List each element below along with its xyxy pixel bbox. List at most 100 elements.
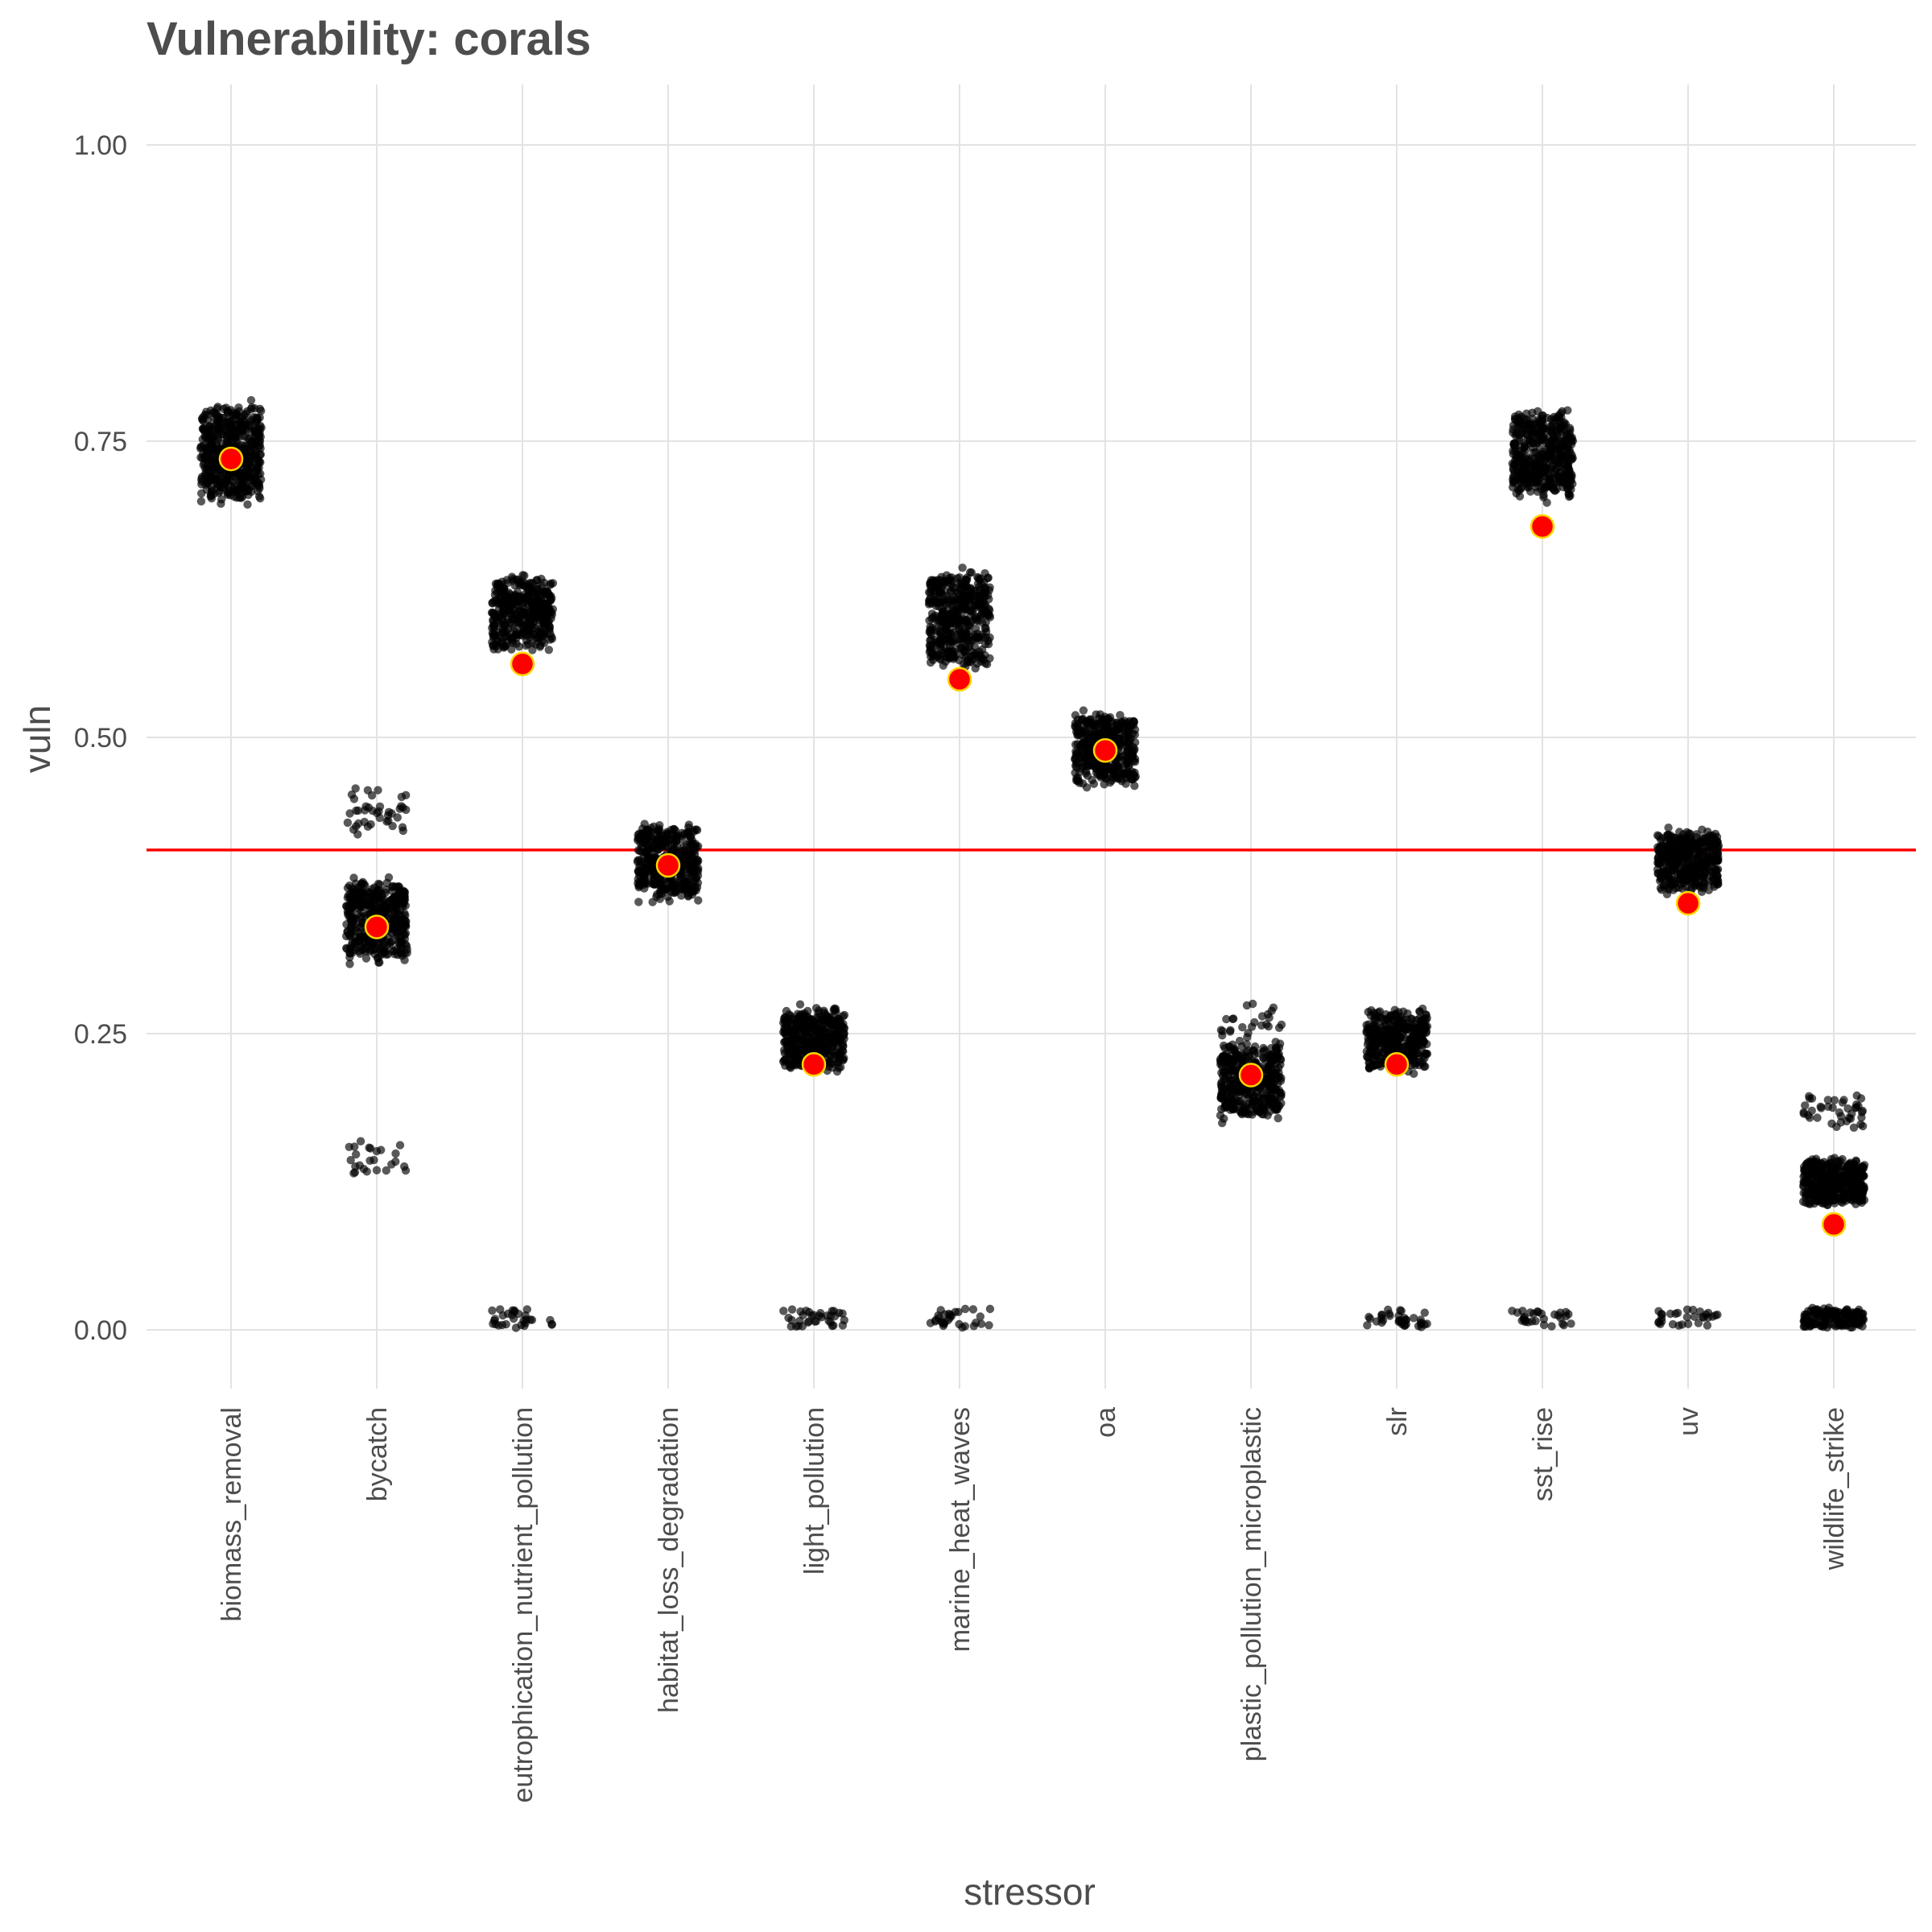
jitter-point (371, 890, 380, 898)
jitter-point (215, 423, 225, 432)
jitter-point (1559, 454, 1569, 463)
jitter-point (1410, 1314, 1418, 1323)
jitter-point (509, 613, 518, 622)
jitter-point (1542, 451, 1551, 460)
jitter-point (391, 1149, 400, 1158)
jitter-point (650, 839, 660, 848)
jitter-point (1111, 733, 1120, 742)
jitter-point (669, 824, 679, 834)
jitter-point (1422, 1050, 1432, 1059)
jitter-point (1113, 718, 1121, 727)
jitter-point (1120, 731, 1129, 740)
jitter-point (233, 485, 243, 494)
jitter-point (354, 904, 363, 913)
jitter-point (1238, 1022, 1247, 1032)
jitter-point (1368, 1060, 1377, 1070)
jitter-point (1370, 1016, 1380, 1025)
jitter-point (398, 886, 408, 895)
jitter-point (962, 589, 972, 598)
jitter-point (1410, 1069, 1418, 1079)
jitter-point (1694, 881, 1703, 890)
jitter-point (529, 630, 539, 639)
jitter-point (830, 1311, 840, 1321)
jitter-point (1689, 852, 1698, 861)
jitter-point (1392, 1026, 1401, 1035)
jitter-point (349, 825, 358, 834)
jitter-point (1116, 774, 1125, 783)
jitter-point (1076, 727, 1086, 736)
jitter-point (1222, 1014, 1231, 1024)
jitter-point (536, 611, 545, 620)
jitter-point (1373, 1030, 1382, 1038)
jitter-point (241, 481, 250, 490)
jitter-point (1698, 825, 1707, 834)
jitter-point (1688, 836, 1697, 846)
jitter-point (374, 879, 383, 889)
jitter-point (345, 894, 354, 902)
jitter-point (495, 593, 504, 603)
jitter-point (658, 842, 667, 852)
jitter-point (365, 1143, 374, 1152)
jitter-point (1216, 1026, 1226, 1034)
jitter-point (224, 488, 233, 497)
jitter-point (1657, 874, 1666, 883)
jitter-point (508, 574, 518, 584)
jitter-point (1392, 1037, 1402, 1046)
jitter-point (361, 943, 370, 953)
jitter-point (345, 904, 354, 913)
jitter-point (974, 593, 983, 602)
jitter-point (1237, 1109, 1247, 1119)
jitter-point (1363, 1321, 1372, 1330)
jitter-point (527, 1315, 537, 1324)
jitter-point (1539, 483, 1548, 492)
jitter-point (251, 418, 260, 427)
jitter-point (1563, 443, 1572, 452)
jitter-point (547, 610, 556, 619)
jitter-point (941, 619, 951, 628)
jitter-point (1075, 768, 1084, 777)
jitter-point (1695, 848, 1704, 857)
jitter-point (202, 485, 211, 494)
jitter-point (954, 1307, 963, 1317)
jitter-point (241, 441, 250, 450)
jitter-point (1557, 446, 1566, 455)
jitter-point (964, 621, 973, 630)
jitter-point (540, 621, 549, 630)
jitter-point (388, 895, 397, 904)
jitter-point (1521, 415, 1530, 423)
grid-lines (147, 85, 1916, 1389)
jitter-point (1420, 1308, 1430, 1317)
jitter-point (528, 646, 537, 654)
jitter-point (1075, 778, 1084, 787)
jitter-point (938, 637, 947, 646)
jitter-point (1362, 1028, 1371, 1037)
jitter-point (1703, 853, 1711, 863)
jitter-point (375, 802, 385, 811)
jitter-point (795, 1000, 805, 1009)
jitter-point (1682, 828, 1691, 837)
jitter-point (243, 459, 252, 468)
jitter-point (831, 1005, 840, 1013)
jitter-point (1523, 424, 1532, 434)
jitter-point (1528, 408, 1537, 417)
jitter-point (1385, 1309, 1394, 1319)
jitter-point (1088, 775, 1096, 785)
jitter-point (246, 396, 256, 405)
jitter-point (1130, 754, 1140, 763)
jitter-point (355, 1161, 364, 1170)
jitter-point (1690, 1312, 1699, 1321)
jitter-point (345, 960, 354, 968)
jitter-point (654, 827, 663, 836)
jitter-point (505, 601, 514, 610)
jitter-point (1272, 1105, 1281, 1114)
jitter-point (962, 576, 972, 584)
jitter-point (985, 654, 994, 663)
jitter-point (1116, 711, 1125, 720)
jitter-point (196, 497, 206, 506)
jitter-point (1079, 706, 1088, 715)
jitter-point (522, 641, 530, 650)
jitter-point (946, 576, 956, 585)
jitter-point (787, 1305, 797, 1314)
jitter-point (494, 605, 504, 613)
jitter-point (1545, 469, 1554, 478)
